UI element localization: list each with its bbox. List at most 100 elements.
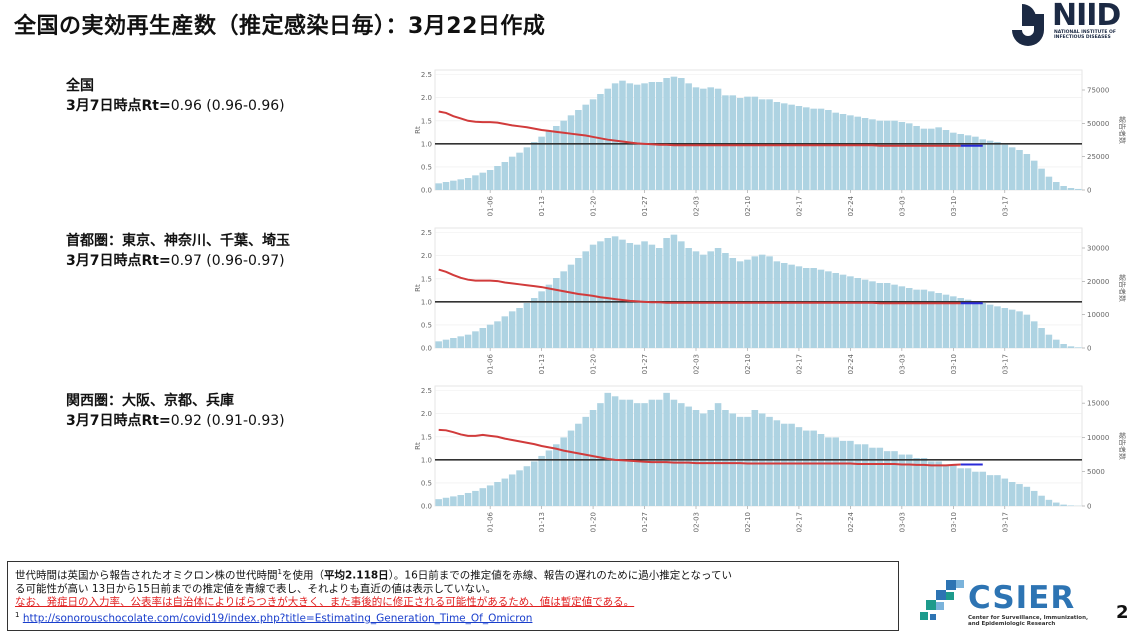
x-tick-label: 02-24 [847,195,855,216]
rt-chart-capital: 0.0 0.5 1.0 1.5 2.0 2.5 0 10000 20000 30000 Rt 報告者数… [414,227,1127,374]
bar [707,410,714,506]
footnote-link[interactable]: http://sonorouschocolate.com/covid19/ind… [22,612,533,624]
bar [589,99,597,190]
bar [648,399,656,506]
y-left-tick-label: 0.0 [421,503,432,511]
bar [530,298,538,348]
x-tick-label: 03-03 [898,512,906,532]
bar [795,427,803,506]
y-left-tick-label: 2.5 [421,229,432,237]
bar [1052,502,1060,506]
bar [472,490,479,506]
region-label-national: 全国 3月7日時点Rt=0.96 (0.96-0.96) [66,76,285,116]
bar [920,128,928,190]
bar [972,136,979,190]
x-tick-label: 02-10 [744,196,752,216]
bar [538,455,545,506]
x-tick-label: 03-10 [950,512,958,532]
bar [788,423,795,506]
bar [1038,495,1045,506]
bar [795,266,803,348]
bar [450,338,457,348]
bar [611,83,619,190]
bar [714,88,722,190]
x-tick-label: 03-03 [898,196,906,216]
region-name: 首都圏：東京、神奈川、千葉、埼玉 [66,233,290,249]
bar [472,331,479,348]
bar [994,475,1001,506]
x-tick-label: 01-20 [590,196,598,216]
bar [817,434,825,506]
bar [530,461,538,506]
bar [626,243,634,348]
bar [582,104,589,190]
bar [803,268,810,348]
y-right-axis-label: 報告者数 [1118,274,1127,302]
bar [854,278,862,348]
bar [486,485,494,506]
csier-logo: CSIER Center for Surveillance, Immunizat… [920,578,1100,630]
bar [575,258,582,348]
bar [861,279,869,348]
bar [508,474,516,506]
bar [700,88,707,190]
region-name: 関西圏：大阪、京都、兵庫 [66,393,234,409]
bar [641,83,648,190]
bar [692,251,700,348]
bar [950,296,957,348]
y-left-tick-label: 1.0 [421,140,432,148]
note-line-3-warning: なお、発症日の入力率、公表率は自治体によりばらつきが大きく、また事後的に修正され… [15,595,635,608]
bar [883,451,891,506]
bar [494,482,501,506]
y-left-tick-label: 2.0 [421,410,432,418]
bar [817,269,825,348]
bar [861,444,869,506]
bar [457,179,465,190]
bar [803,107,810,190]
bar [582,416,589,506]
y-left-tick-label: 1.5 [421,275,432,283]
bar [442,182,450,190]
bar [891,284,898,348]
bar [435,183,442,190]
bar [450,180,457,190]
bar [663,238,670,348]
bar [803,430,810,506]
bar [935,127,942,190]
bar [560,120,567,190]
bar [773,261,781,348]
bar [508,311,516,348]
x-tick-label: 02-03 [693,196,701,216]
bar [986,304,994,348]
bar [1001,144,1009,190]
bar [567,430,575,506]
rt-label: 3月7日時点Rt= [66,98,171,114]
bar [1045,334,1053,348]
bar [663,78,670,190]
bar [788,264,795,348]
y-right-tick-label: 75000 [1087,87,1109,95]
bar [472,175,479,190]
x-tick-label: 03-03 [898,354,906,374]
rt-value: 0.92 (0.91-0.93) [170,413,285,429]
bar [891,120,898,190]
x-tick-label: 02-17 [795,512,803,532]
bar [942,130,950,190]
bar [1001,478,1009,506]
region-name: 全国 [66,78,94,94]
x-tick-label: 02-17 [795,196,803,216]
bar [744,416,751,506]
bar [457,495,465,506]
bar [670,399,678,506]
bar [1067,346,1075,348]
bar [553,444,560,506]
bar [1001,308,1009,348]
x-tick-label: 01-20 [590,354,598,374]
x-tick-label: 01-13 [538,354,546,374]
bar [780,423,788,506]
bar [942,464,950,506]
y-right-tick-label: 25000 [1087,153,1109,161]
bar [692,87,700,190]
bar [876,447,884,506]
bar [663,392,670,506]
